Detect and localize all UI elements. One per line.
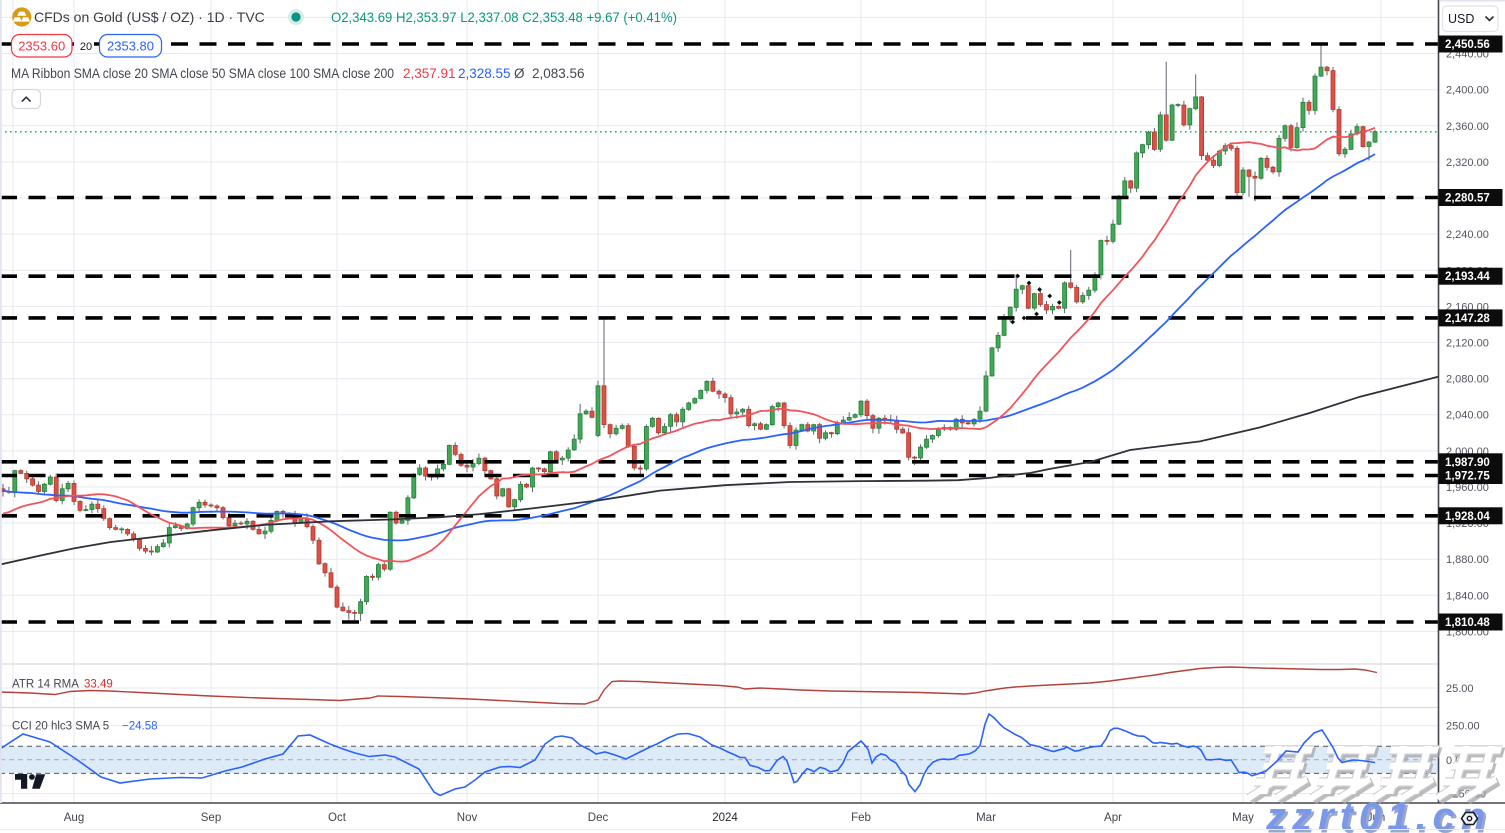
svg-text:2,328.55: 2,328.55 bbox=[458, 66, 511, 81]
svg-text:250.00: 250.00 bbox=[1446, 721, 1480, 733]
svg-text:−24.58: −24.58 bbox=[122, 721, 158, 733]
svg-text:2,193.44: 2,193.44 bbox=[1445, 271, 1490, 283]
svg-text:1,987.90: 1,987.90 bbox=[1445, 457, 1490, 469]
svg-text:1,810.48: 1,810.48 bbox=[1445, 617, 1490, 629]
svg-text:Jun: Jun bbox=[1367, 812, 1386, 824]
svg-text:Ø 2,083.56: Ø 2,083.56 bbox=[514, 66, 585, 81]
svg-text:2,360.00: 2,360.00 bbox=[1446, 121, 1489, 133]
svg-text:zzrt01.cn: zzrt01.cn bbox=[1268, 798, 1494, 833]
svg-text:33.49: 33.49 bbox=[84, 679, 113, 691]
svg-text:2353.80: 2353.80 bbox=[107, 39, 154, 54]
svg-text:25.00: 25.00 bbox=[1446, 683, 1474, 695]
svg-text:MA Ribbon SMA close 20 SMA clo: MA Ribbon SMA close 20 SMA close 50 SMA … bbox=[11, 66, 394, 81]
svg-text:O2,343.69 H2,353.97 L2,337.08: O2,343.69 H2,353.97 L2,337.08 C2,353.48 … bbox=[331, 10, 677, 25]
svg-text:Feb: Feb bbox=[851, 812, 871, 824]
svg-text:2,240.00: 2,240.00 bbox=[1446, 229, 1489, 241]
svg-text:2,320.00: 2,320.00 bbox=[1446, 157, 1489, 169]
svg-text:CFDs on Gold (US$ / OZ) · 1D ·: CFDs on Gold (US$ / OZ) · 1D · TVC bbox=[34, 9, 265, 25]
svg-text:1,880.00: 1,880.00 bbox=[1446, 554, 1489, 566]
svg-text:Oct: Oct bbox=[328, 812, 347, 824]
svg-text:Sep: Sep bbox=[201, 812, 221, 824]
svg-text:2,147.28: 2,147.28 bbox=[1445, 313, 1490, 325]
svg-text:2,357.91: 2,357.91 bbox=[403, 66, 456, 81]
svg-text:2,450.56: 2,450.56 bbox=[1445, 39, 1490, 51]
svg-text:USD: USD bbox=[1448, 12, 1474, 26]
svg-text:1,928.04: 1,928.04 bbox=[1445, 511, 1490, 523]
svg-text:Apr: Apr bbox=[1104, 812, 1122, 824]
svg-text:2024: 2024 bbox=[712, 812, 738, 824]
svg-text:2353.60: 2353.60 bbox=[18, 39, 65, 54]
svg-text:2,400.00: 2,400.00 bbox=[1446, 85, 1489, 97]
svg-text:1,972.75: 1,972.75 bbox=[1445, 471, 1490, 483]
svg-text:Aug: Aug bbox=[64, 812, 84, 824]
svg-text:Nov: Nov bbox=[457, 812, 478, 824]
svg-text:2,280.57: 2,280.57 bbox=[1445, 193, 1490, 205]
svg-text:zzrt01.cn: zzrt01.cn bbox=[1265, 795, 1491, 833]
svg-text:Dec: Dec bbox=[588, 812, 609, 824]
svg-text:May: May bbox=[1232, 812, 1254, 824]
svg-text:2,120.00: 2,120.00 bbox=[1446, 338, 1489, 350]
svg-text:ATR 14 RMA: ATR 14 RMA bbox=[12, 679, 79, 691]
svg-text:CCI 20 hlc3 SMA 5: CCI 20 hlc3 SMA 5 bbox=[12, 721, 109, 733]
svg-text:1,840.00: 1,840.00 bbox=[1446, 590, 1489, 602]
svg-text:Mar: Mar bbox=[976, 812, 996, 824]
svg-text:2,040.00: 2,040.00 bbox=[1446, 410, 1489, 422]
svg-text:2,080.00: 2,080.00 bbox=[1446, 374, 1489, 386]
svg-text:1,960.00: 1,960.00 bbox=[1446, 482, 1489, 494]
svg-text:20: 20 bbox=[80, 41, 92, 53]
